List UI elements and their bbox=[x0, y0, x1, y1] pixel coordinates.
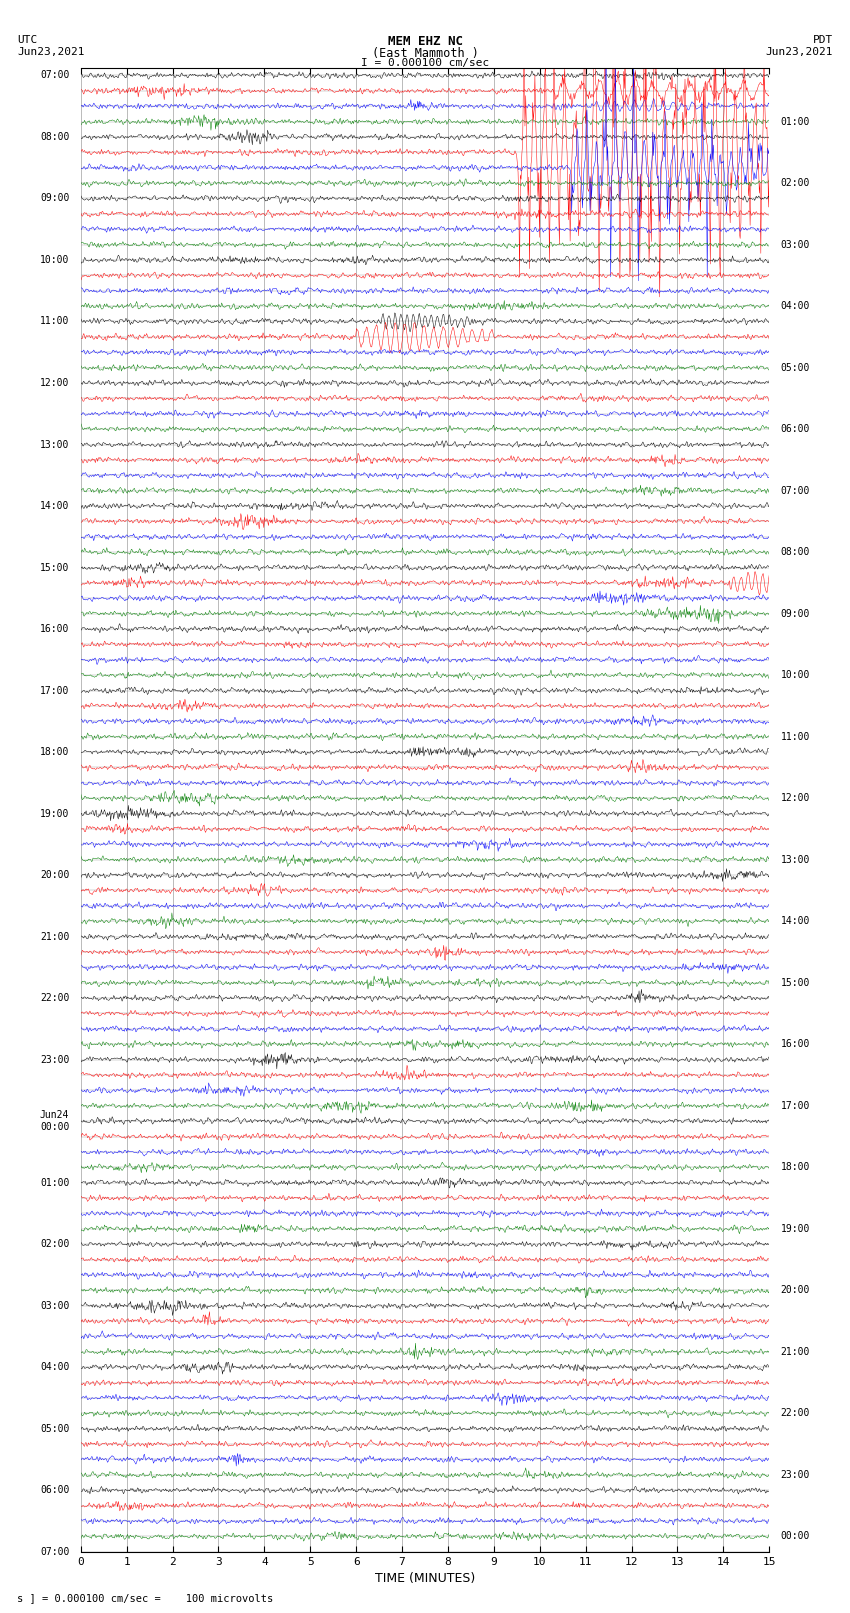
X-axis label: TIME (MINUTES): TIME (MINUTES) bbox=[375, 1573, 475, 1586]
Text: 01:00: 01:00 bbox=[40, 1177, 70, 1187]
Text: 16:00: 16:00 bbox=[40, 624, 70, 634]
Text: UTC: UTC bbox=[17, 35, 37, 45]
Text: Jun23,2021: Jun23,2021 bbox=[17, 47, 84, 56]
Text: 17:00: 17:00 bbox=[40, 686, 70, 695]
Text: 19:00: 19:00 bbox=[780, 1224, 810, 1234]
Text: 12:00: 12:00 bbox=[780, 794, 810, 803]
Text: 18:00: 18:00 bbox=[780, 1163, 810, 1173]
Text: 04:00: 04:00 bbox=[780, 302, 810, 311]
Text: 11:00: 11:00 bbox=[40, 316, 70, 326]
Text: 04:00: 04:00 bbox=[40, 1361, 70, 1373]
Text: 10:00: 10:00 bbox=[780, 669, 810, 681]
Text: 05:00: 05:00 bbox=[780, 363, 810, 373]
Text: 02:00: 02:00 bbox=[780, 177, 810, 189]
Text: I = 0.000100 cm/sec: I = 0.000100 cm/sec bbox=[361, 58, 489, 68]
Text: 07:00: 07:00 bbox=[40, 71, 70, 81]
Text: 00:00: 00:00 bbox=[780, 1531, 810, 1542]
Text: 10:00: 10:00 bbox=[40, 255, 70, 265]
Text: 14:00: 14:00 bbox=[40, 502, 70, 511]
Text: MEM EHZ NC: MEM EHZ NC bbox=[388, 35, 462, 48]
Text: 21:00: 21:00 bbox=[40, 932, 70, 942]
Text: 09:00: 09:00 bbox=[40, 194, 70, 203]
Text: 17:00: 17:00 bbox=[780, 1100, 810, 1111]
Text: 07:00: 07:00 bbox=[780, 486, 810, 495]
Text: 18:00: 18:00 bbox=[40, 747, 70, 756]
Text: 13:00: 13:00 bbox=[780, 855, 810, 865]
Text: 16:00: 16:00 bbox=[780, 1039, 810, 1048]
Text: 02:00: 02:00 bbox=[40, 1239, 70, 1248]
Text: 06:00: 06:00 bbox=[40, 1486, 70, 1495]
Text: 01:00: 01:00 bbox=[780, 116, 810, 126]
Text: 05:00: 05:00 bbox=[40, 1424, 70, 1434]
Text: 22:00: 22:00 bbox=[40, 994, 70, 1003]
Text: 21:00: 21:00 bbox=[780, 1347, 810, 1357]
Text: 09:00: 09:00 bbox=[780, 608, 810, 619]
Text: s ] = 0.000100 cm/sec =    100 microvolts: s ] = 0.000100 cm/sec = 100 microvolts bbox=[17, 1594, 273, 1603]
Text: 08:00: 08:00 bbox=[780, 547, 810, 556]
Text: 15:00: 15:00 bbox=[780, 977, 810, 987]
Text: 14:00: 14:00 bbox=[780, 916, 810, 926]
Text: 22:00: 22:00 bbox=[780, 1408, 810, 1418]
Text: 12:00: 12:00 bbox=[40, 377, 70, 389]
Text: 08:00: 08:00 bbox=[40, 132, 70, 142]
Text: Jun24
00:00: Jun24 00:00 bbox=[40, 1110, 70, 1132]
Text: 15:00: 15:00 bbox=[40, 563, 70, 573]
Text: 03:00: 03:00 bbox=[780, 240, 810, 250]
Text: 20:00: 20:00 bbox=[40, 869, 70, 881]
Text: 07:00: 07:00 bbox=[40, 1547, 70, 1557]
Text: 23:00: 23:00 bbox=[40, 1055, 70, 1065]
Text: 11:00: 11:00 bbox=[780, 732, 810, 742]
Text: 20:00: 20:00 bbox=[780, 1286, 810, 1295]
Text: 06:00: 06:00 bbox=[780, 424, 810, 434]
Text: 23:00: 23:00 bbox=[780, 1469, 810, 1479]
Text: 19:00: 19:00 bbox=[40, 808, 70, 818]
Text: 13:00: 13:00 bbox=[40, 439, 70, 450]
Text: Jun23,2021: Jun23,2021 bbox=[766, 47, 833, 56]
Text: 03:00: 03:00 bbox=[40, 1300, 70, 1311]
Text: (East Mammoth ): (East Mammoth ) bbox=[371, 47, 479, 60]
Text: PDT: PDT bbox=[813, 35, 833, 45]
